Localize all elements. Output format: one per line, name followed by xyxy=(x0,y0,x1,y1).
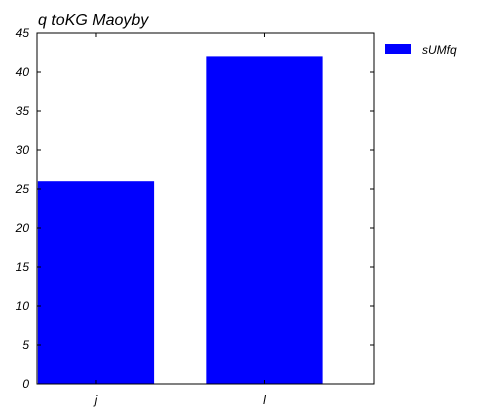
y-tick-label: 40 xyxy=(16,65,30,79)
legend-swatch-sUMfq xyxy=(385,44,411,54)
plot-frame xyxy=(36,32,375,385)
x-tick-label-l: l xyxy=(263,393,266,407)
y-tick-label: 15 xyxy=(16,260,30,274)
y-tick-label: 30 xyxy=(16,143,30,157)
y-tick-label: 5 xyxy=(22,338,29,352)
y-tick-label: 35 xyxy=(16,104,30,118)
x-tick-label-j: j xyxy=(93,393,98,407)
chart-title: q toKG Maoyby xyxy=(38,12,149,29)
y-tick-label: 25 xyxy=(15,182,30,196)
legend: sUMfq xyxy=(385,43,457,57)
y-tick-label: 20 xyxy=(15,221,30,235)
bar-l xyxy=(206,56,323,385)
bar-j xyxy=(37,181,155,384)
y-tick-label: 0 xyxy=(22,377,29,391)
legend-label-sUMfq: sUMfq xyxy=(422,43,457,57)
plot-area: 0 5 10 15 20 25 30 35 40 45 j l xyxy=(15,26,375,407)
y-tick-label: 10 xyxy=(16,299,30,313)
y-tick-label: 45 xyxy=(16,26,30,40)
